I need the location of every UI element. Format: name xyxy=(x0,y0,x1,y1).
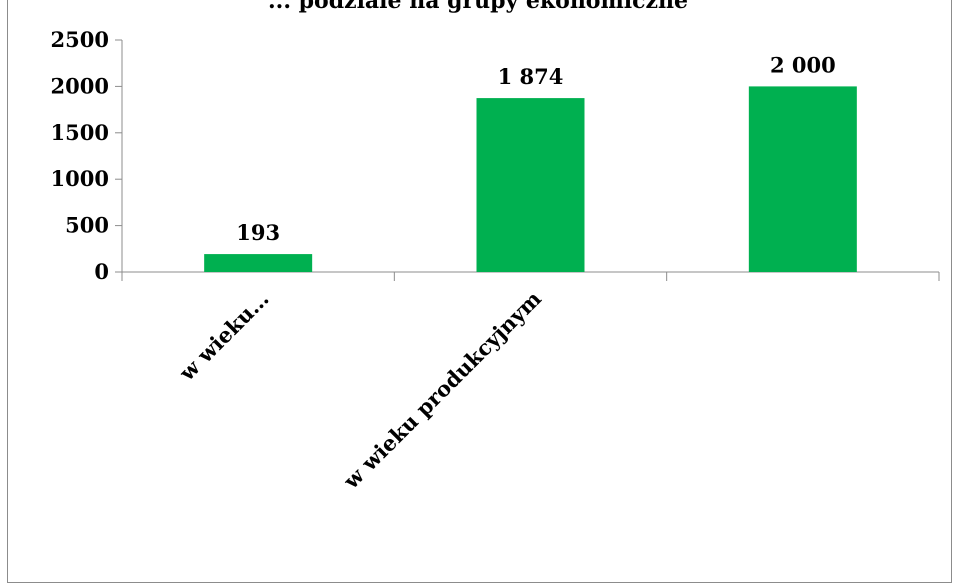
data-label: 193 xyxy=(236,220,280,245)
category-label: w wieku… xyxy=(174,286,274,386)
data-label: 2 000 xyxy=(770,52,836,77)
bars xyxy=(204,86,857,273)
y-tick-label: 1500 xyxy=(51,120,109,145)
y-tick-label: 1000 xyxy=(51,166,109,191)
category-label: w wieku produkcyjnym xyxy=(338,286,546,494)
labels: 0 500 1000 1500 2000 2500 193 w wieku… 1 874 w wi… xyxy=(51,27,836,494)
y-tick-label: 2500 xyxy=(51,27,109,52)
y-tick-label: 500 xyxy=(65,213,109,238)
bar xyxy=(204,254,313,272)
bar xyxy=(748,86,857,273)
y-tick-label: 0 xyxy=(94,259,109,284)
bar xyxy=(476,98,585,272)
y-tick-label: 2000 xyxy=(51,73,109,98)
data-label: 1 874 xyxy=(498,64,564,89)
chart-title: ... podziale na grupy ekonomiczne xyxy=(268,0,688,14)
